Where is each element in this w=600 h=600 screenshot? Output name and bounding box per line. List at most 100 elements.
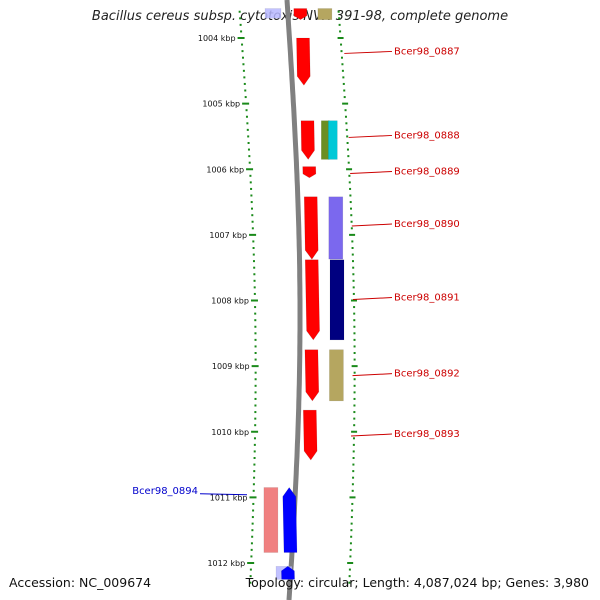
tick-mark — [241, 56, 244, 59]
tick-mark — [249, 496, 257, 499]
tick-mark — [251, 430, 259, 433]
tick-mark — [339, 30, 342, 33]
tick-mark — [243, 82, 246, 85]
tick-mark — [352, 457, 355, 459]
tick-mark — [254, 417, 257, 420]
tick-mark — [254, 391, 257, 394]
tick-mark — [349, 187, 352, 190]
tick-mark — [342, 102, 349, 105]
feature-block — [317, 8, 333, 20]
tick-mark — [246, 128, 249, 131]
tick-label: 1008 kbp — [211, 297, 249, 306]
tick-mark — [353, 358, 356, 361]
tick-mark — [351, 260, 354, 263]
tick-mark — [351, 240, 354, 243]
tick-mark — [351, 253, 354, 256]
tick-mark — [352, 266, 355, 269]
gene-arrow-bcer98_0890 — [303, 196, 319, 260]
tick-mark — [253, 457, 256, 459]
tick-mark — [337, 10, 340, 13]
tick-mark — [352, 279, 355, 282]
tick-mark — [250, 187, 253, 190]
tick-mark — [338, 23, 341, 26]
tick-mark — [253, 450, 256, 453]
tick-mark — [242, 63, 245, 66]
tick-mark — [254, 424, 257, 427]
feature-block — [328, 196, 344, 260]
tick-label: 1012 kbp — [207, 559, 245, 568]
tick-label: 1007 kbp — [209, 231, 247, 240]
tick-mark — [350, 227, 353, 230]
tick-mark — [252, 253, 255, 256]
tick-mark — [350, 207, 353, 210]
tick-mark — [352, 437, 355, 440]
gene-arrow-bcer98_0887 — [296, 37, 311, 86]
gene-label: Bcer98_0887 — [394, 46, 460, 57]
tick-mark — [251, 207, 254, 210]
gene-labels: Bcer98_0887 Bcer98_0888 Bcer98_0889 Bcer98_… — [132, 46, 460, 496]
tick-mark — [353, 352, 356, 354]
tick-mark — [252, 489, 255, 492]
feature-block — [327, 120, 338, 160]
tick-mark — [253, 279, 256, 282]
tick-mark — [353, 411, 356, 414]
tick-mark — [250, 201, 253, 204]
tick-mark — [342, 76, 345, 79]
tick-mark — [344, 109, 347, 112]
tick-mark — [349, 233, 356, 236]
tick-mark — [253, 437, 256, 440]
tick-mark — [254, 345, 257, 348]
axis-ticks-left — [237, 10, 259, 584]
tick-mark — [251, 220, 254, 223]
tick-mark — [253, 463, 256, 466]
tick-mark — [350, 299, 357, 302]
tick-mark — [346, 142, 349, 144]
tick-mark — [246, 122, 249, 125]
tick-mark — [352, 463, 355, 466]
tick-mark — [348, 181, 351, 184]
tick-mark — [351, 502, 354, 505]
axis-ticks-right — [337, 10, 358, 584]
gene-label-leader — [350, 433, 393, 437]
tick-mark — [353, 424, 356, 427]
tick-mark — [251, 227, 254, 230]
gene-label: Bcer98_0889 — [394, 167, 460, 178]
tick-mark — [348, 174, 351, 177]
gene-label: Bcer98_0888 — [394, 130, 460, 141]
tick-mark — [346, 135, 349, 138]
tick-mark — [253, 443, 256, 446]
tick-mark — [348, 568, 351, 571]
tick-mark — [247, 135, 250, 138]
tick-mark — [343, 96, 346, 99]
tick-mark — [350, 214, 353, 217]
tick-mark — [352, 476, 355, 479]
gene-arrow — [293, 8, 308, 20]
tick-label: 1005 kbp — [202, 100, 240, 109]
tick-mark — [242, 69, 245, 72]
tick-mark — [250, 555, 253, 558]
tick-mark — [344, 115, 347, 118]
tick-mark — [239, 17, 242, 20]
tick-mark — [254, 404, 257, 407]
tick-mark — [340, 50, 343, 53]
tick-mark — [252, 240, 255, 243]
tick-mark — [254, 306, 257, 309]
tick-mark — [353, 332, 356, 335]
tick-mark — [252, 247, 255, 249]
tick-mark — [251, 365, 259, 368]
tick-mark — [352, 470, 355, 473]
tick-mark — [347, 562, 354, 564]
tick-mark — [254, 332, 257, 335]
tick-mark — [253, 266, 256, 269]
tick-mark — [244, 89, 247, 92]
gene-arrow-bcer98_0892 — [304, 349, 320, 402]
tick-mark — [249, 181, 252, 184]
tick-mark — [254, 338, 257, 341]
tick-label: 1010 kbp — [211, 428, 249, 437]
gene-arrow-bcer98_0891 — [304, 259, 320, 341]
tick-mark — [245, 115, 248, 118]
tick-mark — [353, 391, 356, 394]
tick-mark — [353, 306, 356, 309]
accession-text: Accession: NC_009674 — [9, 575, 152, 590]
